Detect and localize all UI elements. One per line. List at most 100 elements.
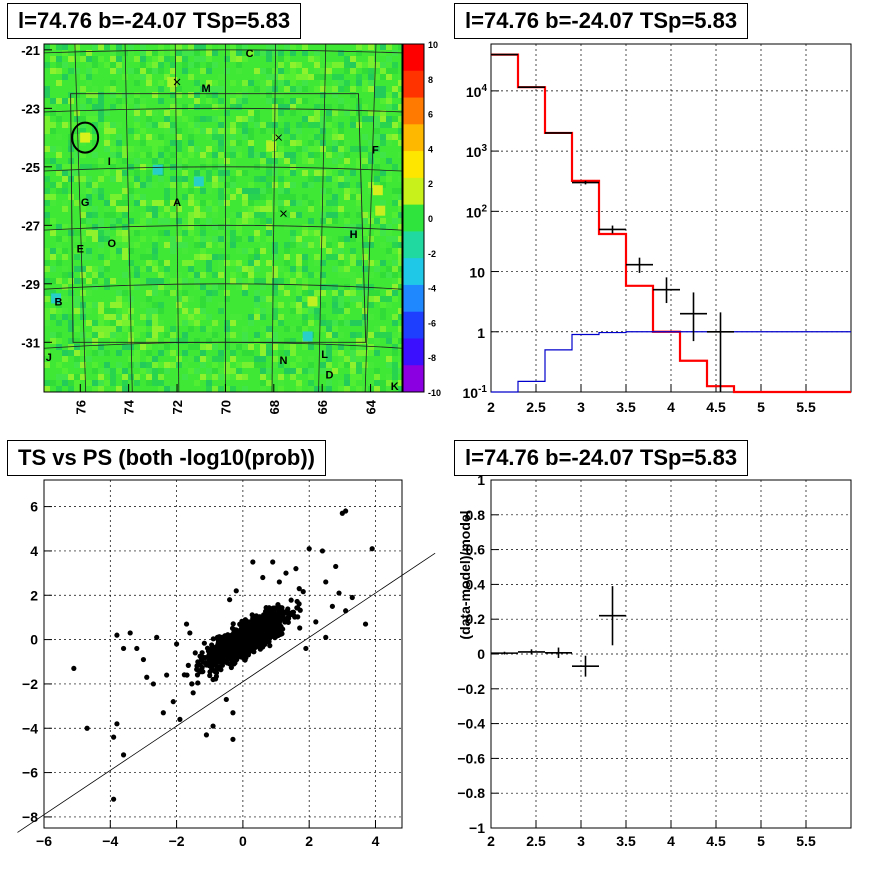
map-cell bbox=[212, 104, 218, 110]
map-cell bbox=[392, 260, 398, 266]
map-cell bbox=[92, 140, 98, 146]
map-cell bbox=[242, 56, 248, 62]
map-cell bbox=[374, 368, 380, 374]
map-cell bbox=[290, 308, 296, 314]
map-cell bbox=[392, 296, 398, 302]
map-cell bbox=[368, 290, 374, 296]
map-cell bbox=[44, 386, 50, 392]
map-cell bbox=[80, 230, 86, 236]
map-cell bbox=[296, 212, 302, 218]
map-cell bbox=[200, 230, 206, 236]
map-cell bbox=[350, 272, 356, 278]
colorbar-tick-label: 2 bbox=[428, 179, 433, 189]
map-cell bbox=[398, 194, 404, 200]
map-cell bbox=[212, 80, 218, 86]
map-cell bbox=[398, 266, 404, 272]
map-cell bbox=[152, 260, 158, 266]
map-cell bbox=[74, 356, 80, 362]
map-cell bbox=[182, 242, 188, 248]
map-cell bbox=[368, 56, 374, 62]
map-cell bbox=[86, 50, 92, 56]
map-cell bbox=[86, 74, 92, 80]
map-cell bbox=[374, 182, 380, 188]
map-cell bbox=[320, 146, 326, 152]
map-cell bbox=[296, 134, 302, 140]
map-cell bbox=[50, 128, 56, 134]
map-cell bbox=[398, 362, 404, 368]
map-cell bbox=[302, 152, 308, 158]
map-cell bbox=[368, 152, 374, 158]
map-cell bbox=[338, 86, 344, 92]
map-cell bbox=[368, 344, 374, 350]
map-cell bbox=[44, 140, 50, 146]
map-coldspot bbox=[193, 176, 204, 187]
map-cell bbox=[242, 332, 248, 338]
map-cell bbox=[272, 320, 278, 326]
map-cell bbox=[170, 122, 176, 128]
map-cell bbox=[386, 248, 392, 254]
map-cell bbox=[128, 362, 134, 368]
map-cell bbox=[344, 86, 350, 92]
residual-panel: 2 2.5 3 3.5 4 4.5 5 5.5−1−0.8−0.6−0.4−0.200.20.… bbox=[457, 472, 852, 849]
map-cell bbox=[260, 356, 266, 362]
map-cell bbox=[386, 380, 392, 386]
map-cell bbox=[380, 44, 386, 50]
map-cell bbox=[278, 320, 284, 326]
map-cell bbox=[146, 80, 152, 86]
map-cell bbox=[254, 50, 260, 56]
scatter-outlier-point bbox=[203, 732, 210, 738]
map-cell bbox=[158, 302, 164, 308]
scatter-outlier-point bbox=[270, 559, 276, 565]
map-cell bbox=[260, 122, 266, 128]
map-cell bbox=[302, 146, 308, 152]
map-cell bbox=[212, 116, 218, 122]
map-cell bbox=[74, 230, 80, 236]
map-cell bbox=[266, 296, 272, 302]
map-cell bbox=[92, 236, 98, 242]
map-cell bbox=[392, 332, 398, 338]
map-cell bbox=[302, 110, 308, 116]
map-cell bbox=[338, 170, 344, 176]
map-cell bbox=[158, 68, 164, 74]
map-cell bbox=[122, 152, 128, 158]
map-cell bbox=[206, 146, 212, 152]
map-cell bbox=[344, 176, 350, 182]
map-cell bbox=[62, 74, 68, 80]
map-xtick-label: 68 bbox=[267, 400, 282, 414]
map-cell bbox=[356, 50, 362, 56]
map-cell bbox=[350, 362, 356, 368]
map-cell bbox=[188, 134, 194, 140]
map-cell bbox=[248, 320, 254, 326]
map-cell bbox=[314, 134, 320, 140]
map-cell bbox=[254, 188, 260, 194]
map-cell bbox=[284, 212, 290, 218]
map-cell bbox=[392, 92, 398, 98]
map-cell bbox=[170, 152, 176, 158]
map-cell bbox=[326, 212, 332, 218]
map-cell bbox=[146, 50, 152, 56]
map-cell bbox=[290, 98, 296, 104]
map-cell bbox=[374, 332, 380, 338]
scatter-outlier-point bbox=[114, 721, 120, 727]
map-cell bbox=[314, 98, 320, 104]
map-cell bbox=[284, 74, 290, 80]
scatter-core-point bbox=[275, 613, 281, 619]
map-cell bbox=[182, 158, 188, 164]
map-cell bbox=[134, 326, 140, 332]
map-cell bbox=[182, 320, 188, 326]
scatter-core-point bbox=[292, 613, 298, 620]
map-cell bbox=[104, 380, 110, 386]
map-cell bbox=[164, 206, 170, 212]
map-cell bbox=[146, 356, 152, 362]
map-cell bbox=[266, 128, 272, 134]
map-cell bbox=[98, 224, 104, 230]
residual-xtick-label: 3.5 bbox=[616, 833, 636, 849]
map-cell bbox=[56, 242, 62, 248]
map-cell bbox=[386, 338, 392, 344]
map-cell bbox=[104, 200, 110, 206]
map-cell bbox=[128, 374, 134, 380]
map-source-label: A bbox=[173, 197, 181, 209]
map-cell bbox=[296, 266, 302, 272]
map-cell bbox=[296, 62, 302, 68]
map-cell bbox=[176, 146, 182, 152]
